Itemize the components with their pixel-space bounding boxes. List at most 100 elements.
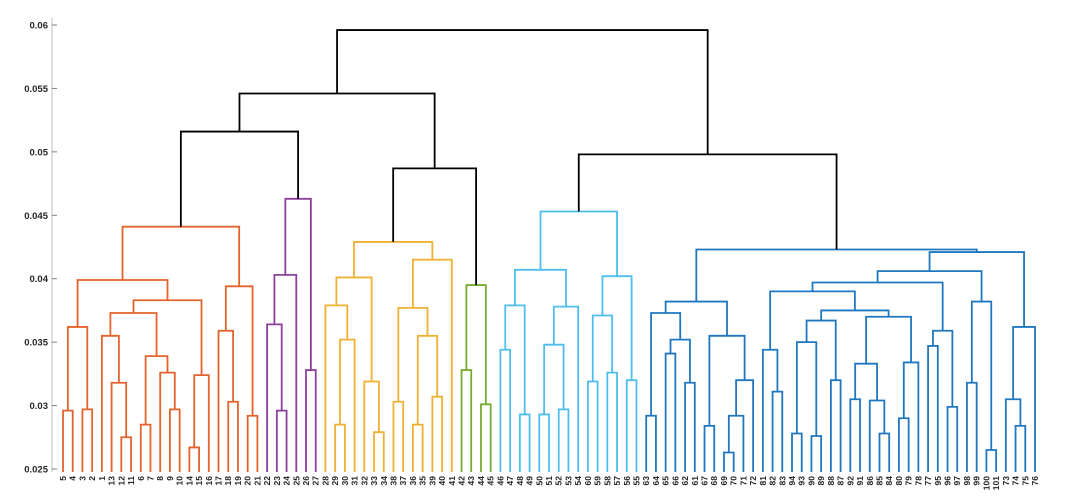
leaf-label: 62 <box>680 476 690 486</box>
dendrogram-link <box>849 398 861 472</box>
y-axis: 0.025 0.03 0.035 0.04 0.045 0.05 0.055 0.06 <box>24 18 57 476</box>
dendrogram-link <box>227 400 239 472</box>
dendrogram-link <box>392 167 477 286</box>
dendrogram-link <box>334 423 346 472</box>
leaf-label: 9 <box>165 476 175 481</box>
dendrogram-link <box>397 306 429 402</box>
leaf-label: 84 <box>884 476 894 486</box>
dendrogram-link <box>480 403 492 472</box>
dendrogram-link <box>970 300 993 450</box>
dendrogram-link <box>1004 398 1022 472</box>
leaf-label: 34 <box>379 476 389 486</box>
leaf-label: 57 <box>612 476 622 486</box>
dendrogram-link <box>1014 424 1027 472</box>
dendrogram-link <box>898 417 910 472</box>
dendrogram-link <box>100 334 120 472</box>
dendrogram-link <box>193 374 210 472</box>
leaf-label: 33 <box>369 476 379 486</box>
leaf-label: 2 <box>87 476 97 481</box>
dendrogram-link <box>373 431 385 472</box>
leaf-label: 101 <box>991 476 1001 490</box>
leaf-label: 41 <box>447 476 457 486</box>
y-tick-label: 0.05 <box>30 147 49 158</box>
leaf-label: 18 <box>223 476 233 486</box>
leaf-label: 95 <box>933 476 943 486</box>
dendrogram-link <box>761 348 779 472</box>
leaf-label: 73 <box>1001 476 1011 486</box>
dendrogram-link <box>412 258 453 472</box>
leaf-label: 52 <box>554 476 564 486</box>
leaf-label: 43 <box>466 476 476 486</box>
leaf-label: 65 <box>661 476 671 486</box>
dendrogram-link <box>110 381 128 472</box>
leaf-label: 53 <box>563 476 573 486</box>
y-tick-label: 0.045 <box>24 211 48 222</box>
dendrogram-link <box>238 92 436 169</box>
dendrogram-link <box>538 413 550 472</box>
leaf-label: 56 <box>622 476 632 486</box>
leaf-label: 39 <box>427 476 437 486</box>
y-tick-label: 0.06 <box>30 21 49 32</box>
leaf-label: 10 <box>175 476 185 486</box>
leaf-label: 87 <box>836 476 846 486</box>
dendrogram-link <box>878 432 891 472</box>
leaf-label: 92 <box>845 476 855 486</box>
dendrogram-link <box>664 300 728 336</box>
leaf-label: 48 <box>515 476 525 486</box>
dendrogram-link <box>246 414 259 472</box>
leaf-label: 1 <box>97 476 107 481</box>
leaf-label: 27 <box>311 476 321 486</box>
dendrogram-link <box>335 276 373 382</box>
leaf-label: 94 <box>787 476 797 486</box>
dendrogram-link <box>625 379 638 472</box>
dendrogram-link <box>820 309 890 321</box>
leaf-label: 64 <box>651 476 661 486</box>
leaf-label: 19 <box>233 476 243 486</box>
dendrogram-link <box>392 400 405 472</box>
dendrogram-link <box>645 414 657 472</box>
dendrogram-link <box>865 315 912 364</box>
dendrogram-link <box>735 379 755 472</box>
leaf-label: 80 <box>894 476 904 486</box>
leaf-label: 30 <box>340 476 350 486</box>
dendrogram-link <box>557 408 570 472</box>
dendrogram-link <box>586 380 599 472</box>
leaf-label: 90 <box>806 476 816 486</box>
leaf-label: 3 <box>77 476 87 481</box>
leaf-label: 89 <box>816 476 826 486</box>
dendrogram-link <box>431 395 443 472</box>
dendrogram-link <box>928 251 1025 327</box>
dendrogram-link <box>363 380 380 472</box>
leaf-label: 85 <box>874 476 884 486</box>
leaf-label: 47 <box>505 476 515 486</box>
leaf-label: 25 <box>291 476 301 486</box>
dendrogram-link <box>868 399 886 472</box>
leaf-label: 69 <box>719 476 729 486</box>
leaf-label: 66 <box>670 476 680 486</box>
dendrogram-link <box>591 314 614 382</box>
leaf-label: 22 <box>262 476 272 486</box>
dendrogram-link <box>650 312 682 416</box>
dendrogram-link <box>985 449 998 472</box>
leaf-label: 37 <box>398 476 408 486</box>
y-tick-label: 0.035 <box>24 338 48 349</box>
leaf-label: 96 <box>943 476 953 486</box>
leaf-label: 40 <box>437 476 447 486</box>
dendrogram-link <box>902 361 920 472</box>
dendrogram-link <box>465 284 487 405</box>
leaf-label: 78 <box>913 476 923 486</box>
dendrogram-link <box>606 371 618 472</box>
leaf-label: 98 <box>962 476 972 486</box>
leaf-label: 72 <box>748 476 758 486</box>
leaf-label: 61 <box>690 476 700 486</box>
leaf-label: 42 <box>457 476 467 486</box>
leaf-label: 67 <box>700 476 710 486</box>
dendrogram-link <box>273 274 298 472</box>
dendrogram-link <box>771 390 784 472</box>
dendrogram-link <box>518 413 531 472</box>
leaf-label: 55 <box>631 476 641 486</box>
dendrogram-link <box>504 304 526 415</box>
dendrogram-link <box>109 312 158 357</box>
dendrogram-link <box>460 369 473 472</box>
leaf-label: 70 <box>729 476 739 486</box>
